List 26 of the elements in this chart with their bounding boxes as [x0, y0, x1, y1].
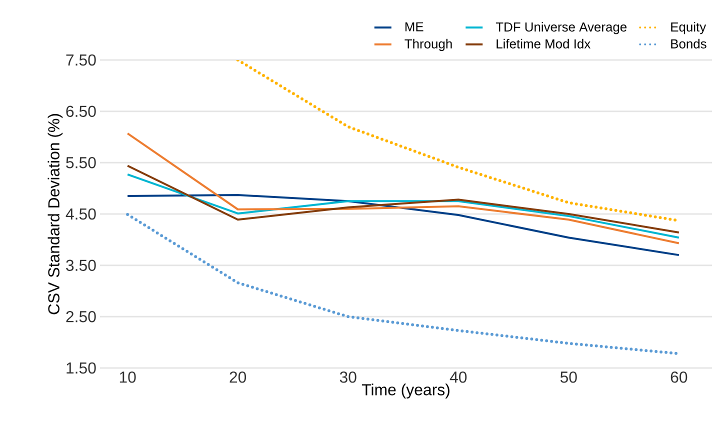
- line-series: [126, 213, 680, 356]
- legend-label: Equity: [671, 22, 706, 34]
- x-tick-label: 10: [120, 372, 136, 383]
- x-tick-label: 20: [230, 372, 246, 383]
- line-series: [126, 173, 680, 239]
- legend-label: TDF Universe Average: [496, 22, 627, 34]
- x-tick-label: 40: [450, 372, 467, 383]
- legend-label: Bonds: [671, 38, 706, 48]
- y-tick-label: 2.50: [66, 311, 96, 322]
- legend-label: ME: [405, 22, 424, 32]
- legend-label: Lifetime Mod Idx: [496, 38, 590, 48]
- y-tick-label: 4.50: [66, 208, 96, 220]
- x-tick-label: 60: [670, 372, 688, 383]
- x-tick-label: 50: [560, 372, 577, 383]
- y-tick-label: 1.50: [66, 362, 96, 374]
- line-series: [126, 132, 680, 244]
- legend-label: Through: [404, 38, 452, 52]
- x-axis-title: Time (years): [362, 384, 450, 399]
- y-axis-title: CSV Standard Deviation (%): [48, 114, 63, 314]
- line-series: [126, 164, 680, 234]
- y-tick-label: 6.50: [66, 106, 96, 117]
- line-series: [126, 194, 680, 256]
- y-tick-label: 5.50: [66, 157, 96, 168]
- y-tick-label: 3.50: [66, 260, 96, 271]
- x-tick-label: 30: [340, 372, 356, 383]
- y-tick-label: 7.50: [66, 54, 96, 66]
